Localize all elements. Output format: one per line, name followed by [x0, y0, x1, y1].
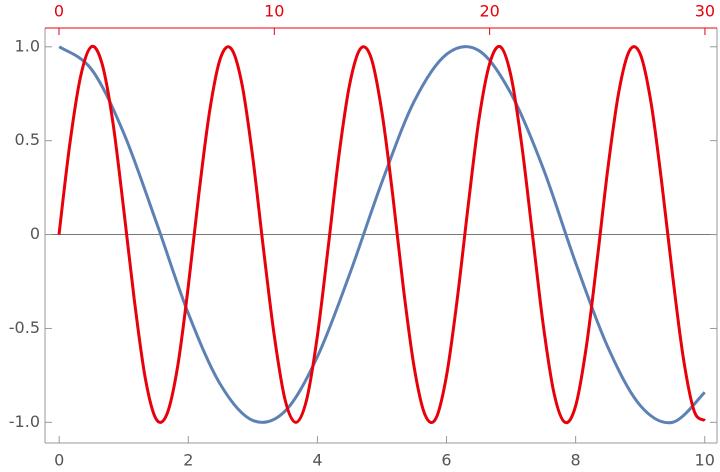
x2-tick-label: 30 — [695, 2, 715, 21]
y-tick-label: -1.0 — [9, 412, 40, 431]
x2-tick-label: 0 — [54, 2, 64, 21]
line-series — [57, 44, 706, 425]
y-tick-label: 1.0 — [15, 36, 40, 55]
line-series — [58, 45, 706, 425]
x-tick-label: 0 — [54, 451, 64, 470]
x-tick-label: 6 — [441, 451, 451, 470]
x2-tick-label: 20 — [479, 2, 499, 21]
y-tick-label: -0.5 — [9, 318, 40, 337]
x-tick-label: 10 — [695, 451, 715, 470]
x-tick-label: 8 — [571, 451, 581, 470]
x-tick-label: 4 — [312, 451, 322, 470]
x2-tick-label: 10 — [264, 2, 284, 21]
x-tick-label: 2 — [183, 451, 193, 470]
y-tick-label: 0 — [30, 224, 40, 243]
y-tick-label: 0.5 — [15, 130, 40, 149]
